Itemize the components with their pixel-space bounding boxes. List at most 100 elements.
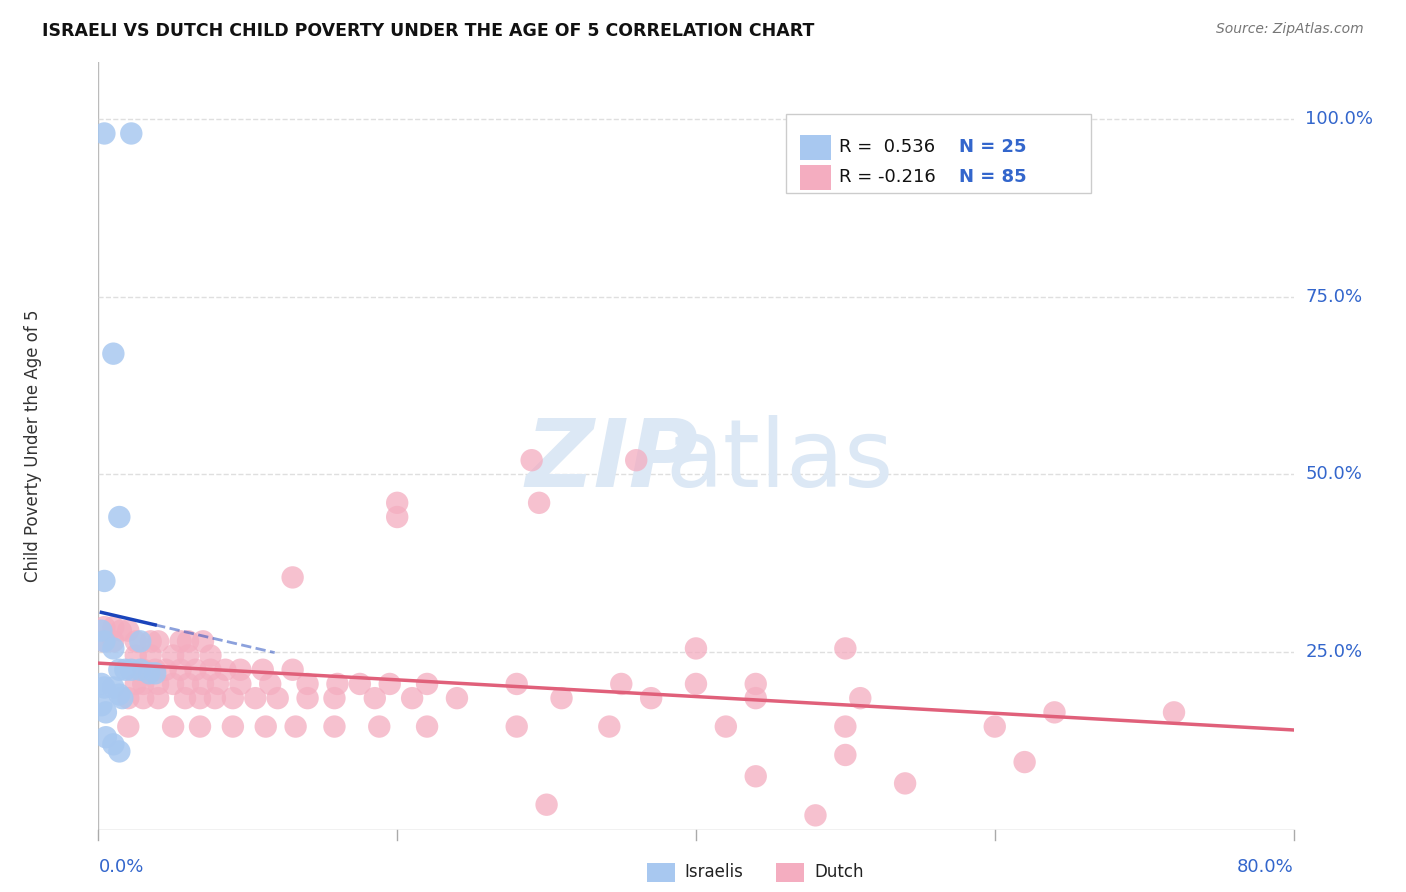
Point	[229, 677, 252, 691]
Point	[148, 691, 170, 706]
Point	[108, 688, 131, 702]
Point	[204, 691, 226, 706]
Point	[94, 730, 117, 744]
Point	[745, 691, 768, 706]
Point	[148, 677, 170, 691]
Point	[281, 663, 304, 677]
Point	[132, 691, 155, 706]
Point	[93, 620, 115, 634]
Text: 50.0%: 50.0%	[1306, 466, 1362, 483]
Text: R =  0.536: R = 0.536	[839, 138, 935, 156]
Point	[252, 663, 274, 677]
Point	[138, 666, 160, 681]
Point	[385, 510, 409, 524]
Point	[117, 624, 139, 638]
Point	[281, 570, 304, 584]
Text: Child Poverty Under the Age of 5: Child Poverty Under the Age of 5	[24, 310, 42, 582]
Point	[108, 744, 131, 758]
Point	[110, 624, 132, 638]
Point	[1014, 755, 1036, 769]
Point	[120, 127, 142, 141]
Point	[267, 691, 290, 706]
Point	[849, 691, 872, 706]
Point	[125, 677, 148, 691]
Text: Dutch: Dutch	[814, 863, 863, 881]
Point	[297, 691, 319, 706]
Point	[207, 677, 229, 691]
Text: R = -0.216: R = -0.216	[839, 168, 936, 186]
Point	[254, 720, 277, 734]
Text: ISRAELI VS DUTCH CHILD POVERTY UNDER THE AGE OF 5 CORRELATION CHART: ISRAELI VS DUTCH CHILD POVERTY UNDER THE…	[42, 22, 814, 40]
Point	[685, 677, 707, 691]
Point	[90, 698, 112, 713]
Point	[297, 677, 319, 691]
Point	[834, 747, 856, 762]
Point	[245, 691, 267, 706]
Text: Israelis: Israelis	[685, 863, 744, 881]
Point	[93, 634, 115, 648]
Point	[191, 677, 214, 691]
Point	[117, 691, 139, 706]
Point	[132, 677, 155, 691]
Point	[610, 677, 633, 691]
Text: atlas: atlas	[665, 416, 894, 508]
Point	[368, 720, 391, 734]
Point	[1043, 706, 1066, 720]
Point	[640, 691, 662, 706]
Point	[323, 691, 346, 706]
Point	[714, 720, 737, 734]
Point	[184, 663, 207, 677]
Point	[520, 453, 543, 467]
Point	[129, 663, 152, 677]
Point	[834, 720, 856, 734]
Text: 25.0%: 25.0%	[1306, 643, 1362, 661]
Point	[129, 634, 152, 648]
Text: 80.0%: 80.0%	[1237, 858, 1294, 876]
Point	[108, 663, 131, 677]
Point	[177, 677, 200, 691]
Point	[685, 641, 707, 656]
Point	[103, 346, 125, 360]
Point	[143, 663, 166, 677]
Point	[834, 641, 856, 656]
Point	[378, 677, 401, 691]
Point	[90, 624, 112, 638]
Point	[200, 648, 222, 663]
Point	[120, 663, 142, 677]
Point	[222, 691, 245, 706]
Point	[536, 797, 558, 812]
Point	[222, 720, 245, 734]
Point	[326, 677, 349, 691]
Point	[162, 648, 184, 663]
Point	[155, 663, 177, 677]
Point	[177, 648, 200, 663]
Point	[94, 706, 117, 720]
Point	[401, 691, 423, 706]
Point	[214, 663, 236, 677]
Point	[349, 677, 371, 691]
Point	[626, 453, 648, 467]
Point	[446, 691, 468, 706]
Point	[598, 720, 620, 734]
Point	[103, 634, 125, 648]
Point	[506, 677, 529, 691]
Point	[804, 808, 827, 822]
Point	[200, 663, 222, 677]
Point	[111, 691, 134, 706]
Point	[188, 691, 211, 706]
Point	[550, 691, 572, 706]
Point	[125, 648, 148, 663]
Point	[90, 677, 112, 691]
Point	[984, 720, 1007, 734]
Point	[108, 510, 131, 524]
Point	[93, 574, 115, 588]
Point	[139, 648, 162, 663]
Point	[191, 634, 214, 648]
Point	[93, 681, 115, 695]
Point	[93, 634, 115, 648]
Text: 100.0%: 100.0%	[1306, 111, 1374, 128]
Point	[169, 663, 191, 677]
Point	[139, 634, 162, 648]
Point	[1163, 706, 1185, 720]
Point	[416, 677, 439, 691]
